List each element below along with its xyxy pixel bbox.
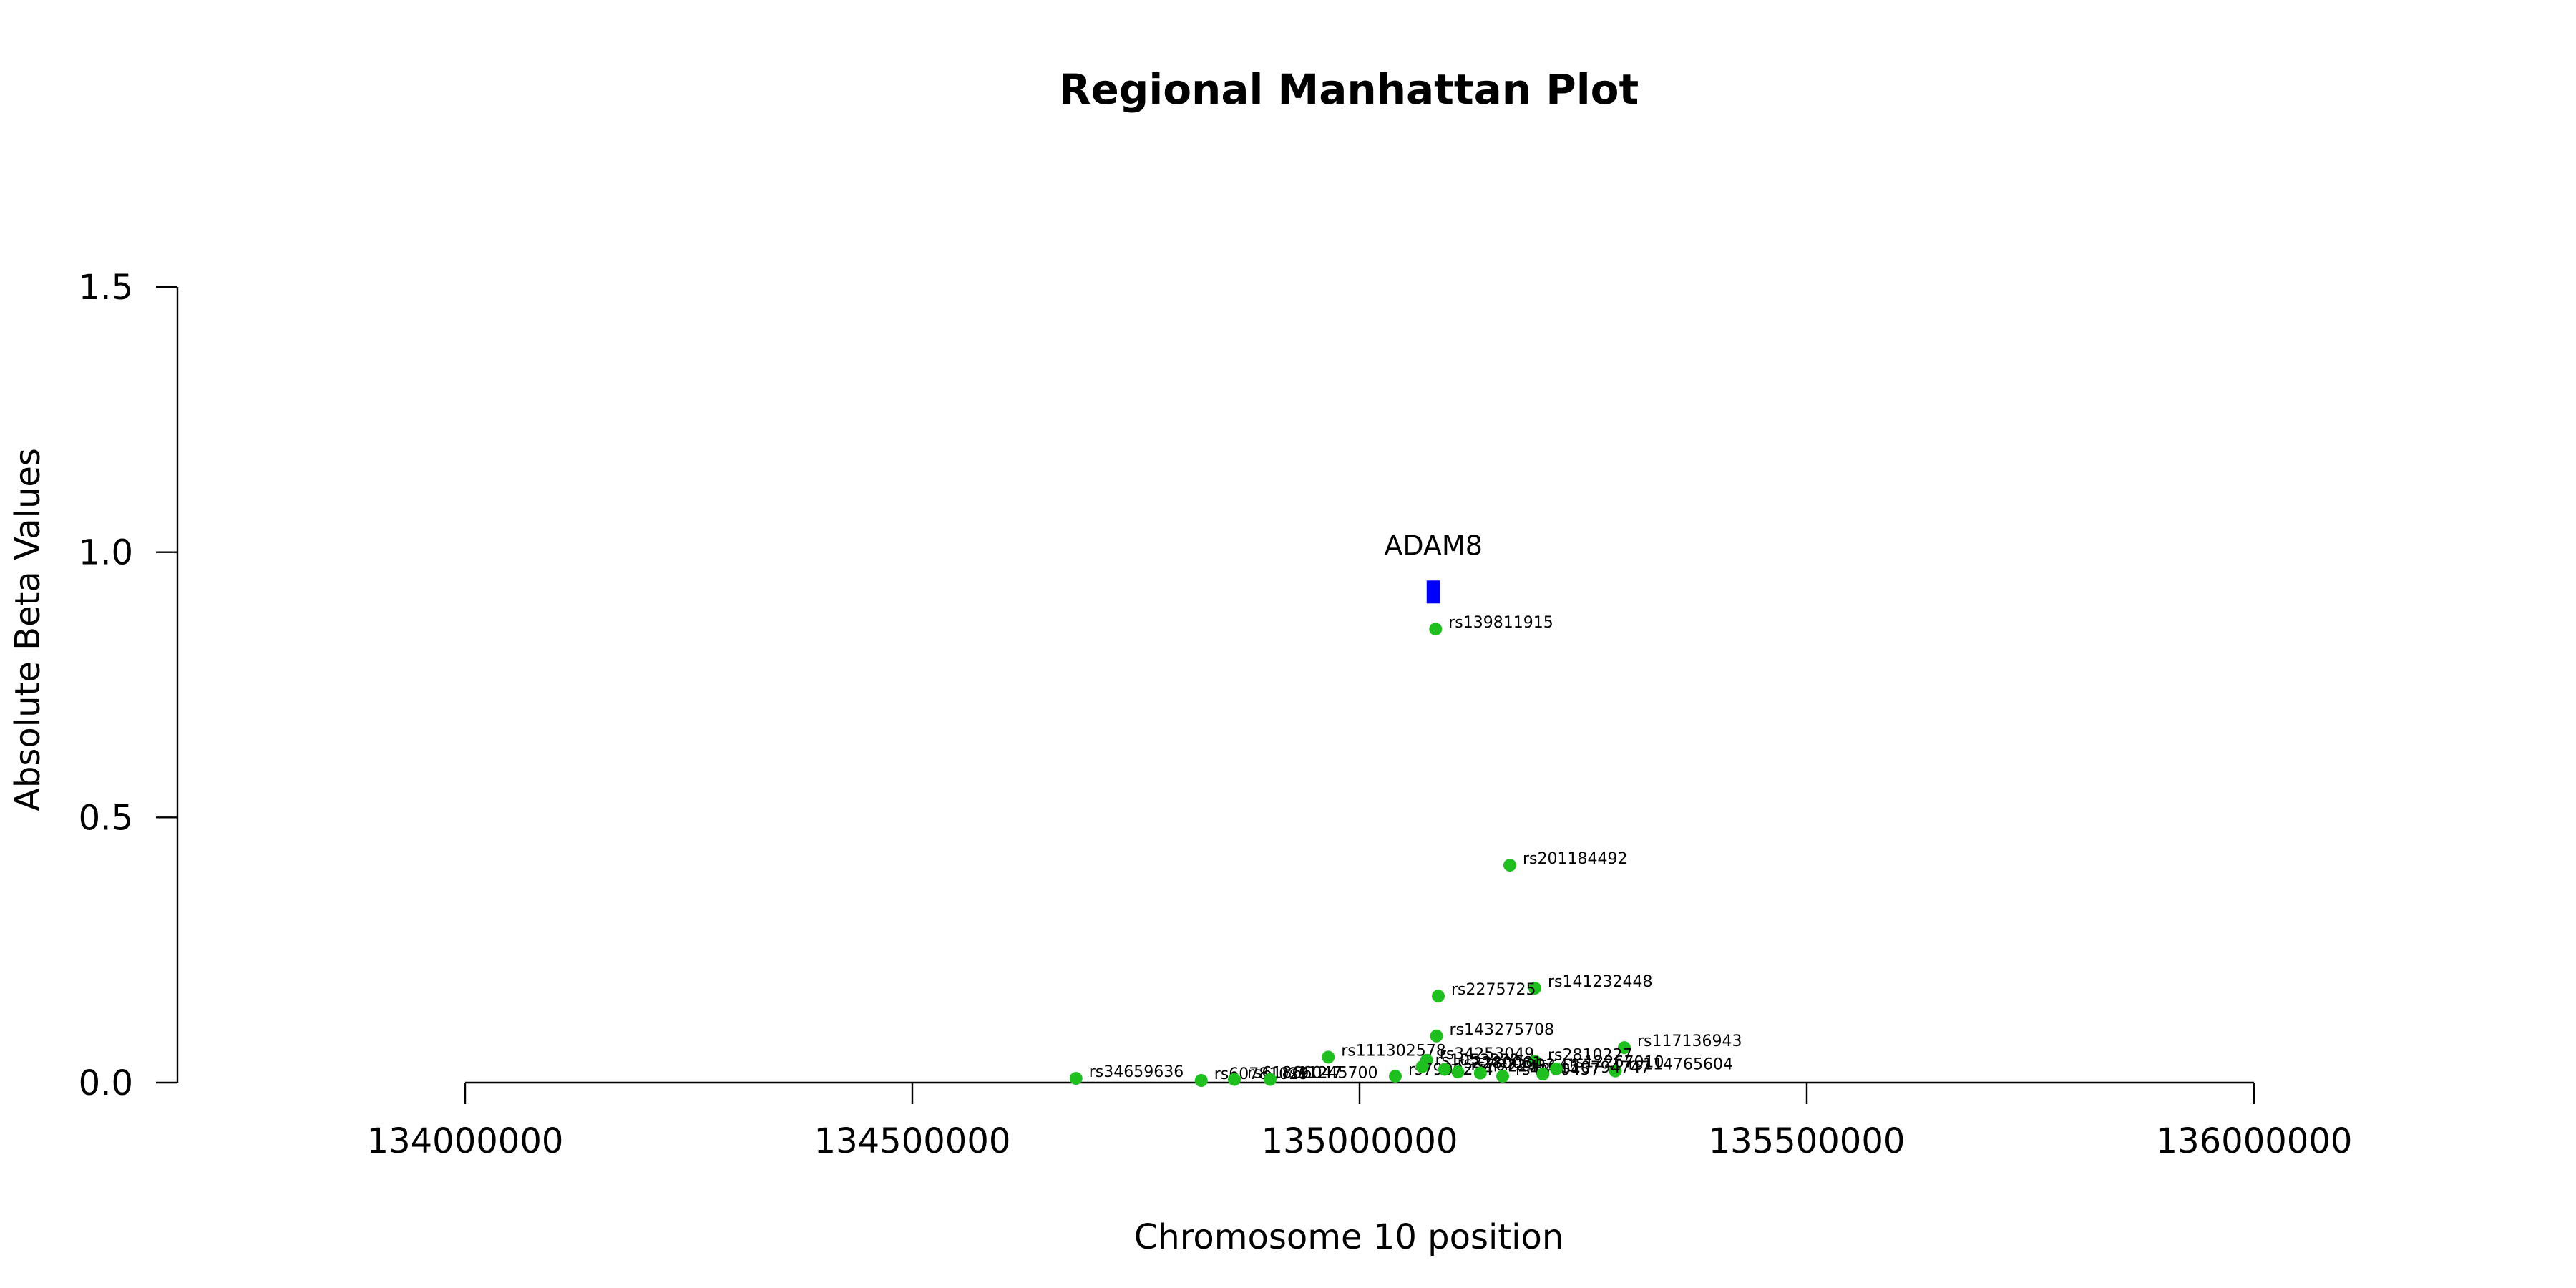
y-tick-label: 1.0	[79, 533, 133, 573]
snp-point	[1438, 1063, 1451, 1076]
x-tick-label: 136000000	[2156, 1121, 2353, 1161]
snp-point	[1430, 1029, 1443, 1043]
gene-annotation: ADAM8	[1384, 530, 1483, 604]
snp-point	[1429, 623, 1443, 636]
x-tick-label: 135500000	[1709, 1121, 1906, 1161]
snp-point	[1194, 1074, 1208, 1088]
snp-label: rs2275725	[1451, 981, 1536, 999]
snp-label: rs143275708	[1450, 1021, 1554, 1039]
snp-label: rs34659636	[1089, 1063, 1184, 1081]
snp-label: rs117136943	[1637, 1033, 1742, 1050]
gene-label: ADAM8	[1384, 530, 1483, 561]
snp-label: rs114765604	[1629, 1056, 1733, 1074]
snp-label: rs11245700	[1283, 1065, 1377, 1083]
snp-label: rs34253049	[1440, 1045, 1534, 1063]
snp-label: rs201184492	[1523, 850, 1627, 868]
snp-point	[1503, 859, 1516, 872]
x-tick-label: 134500000	[814, 1121, 1011, 1161]
x-tick-label: 135000000	[1262, 1121, 1458, 1161]
snp-point	[1451, 1065, 1465, 1079]
snp-point	[1264, 1073, 1277, 1086]
snp-point	[1528, 1055, 1541, 1068]
snp-point	[1415, 1060, 1429, 1073]
data-points: rs139811915 rs201184492 rs141232448 rs22757…	[1069, 614, 1742, 1088]
snp-point	[1228, 1073, 1241, 1086]
chart-title: Regional Manhattan Plot	[1059, 65, 1639, 114]
x-axis-label: Chromosome 10 position	[1134, 1217, 1564, 1257]
snp-label: rs2280061	[1458, 1054, 1543, 1072]
snp-label: rs61866047	[1247, 1065, 1342, 1083]
tick-labels: 0.0 0.5 1.0 1.5 134000000 134500000 135000000 1…	[79, 268, 2353, 1161]
axes	[156, 286, 2255, 1104]
snp-point	[1389, 1070, 1402, 1083]
snp-point	[1473, 1066, 1487, 1080]
snp-label: rs2810227	[1548, 1046, 1633, 1064]
gene-box	[1426, 580, 1440, 604]
y-tick-label: 0.0	[79, 1063, 133, 1103]
snp-point	[1550, 1062, 1563, 1075]
x-tick-label: 134000000	[367, 1121, 564, 1161]
snp-point	[1322, 1050, 1335, 1064]
snp-point	[1432, 990, 1445, 1003]
snp-label: rs141232448	[1548, 973, 1652, 991]
snp-label: rs10794747	[1556, 1059, 1650, 1077]
snp-label: rs12267010	[1569, 1054, 1664, 1072]
y-tick-label: 1.5	[79, 268, 133, 308]
y-tick-label: 0.5	[79, 798, 133, 838]
snp-point	[1609, 1064, 1622, 1078]
snp-point	[1528, 982, 1541, 995]
snp-label: rs139811915	[1448, 614, 1553, 632]
snp-point	[1069, 1072, 1083, 1085]
snp-point	[1496, 1070, 1509, 1083]
snp-point	[1618, 1041, 1631, 1055]
y-axis-label: Absolute Beta Values	[8, 448, 48, 811]
snp-point	[1536, 1068, 1550, 1081]
